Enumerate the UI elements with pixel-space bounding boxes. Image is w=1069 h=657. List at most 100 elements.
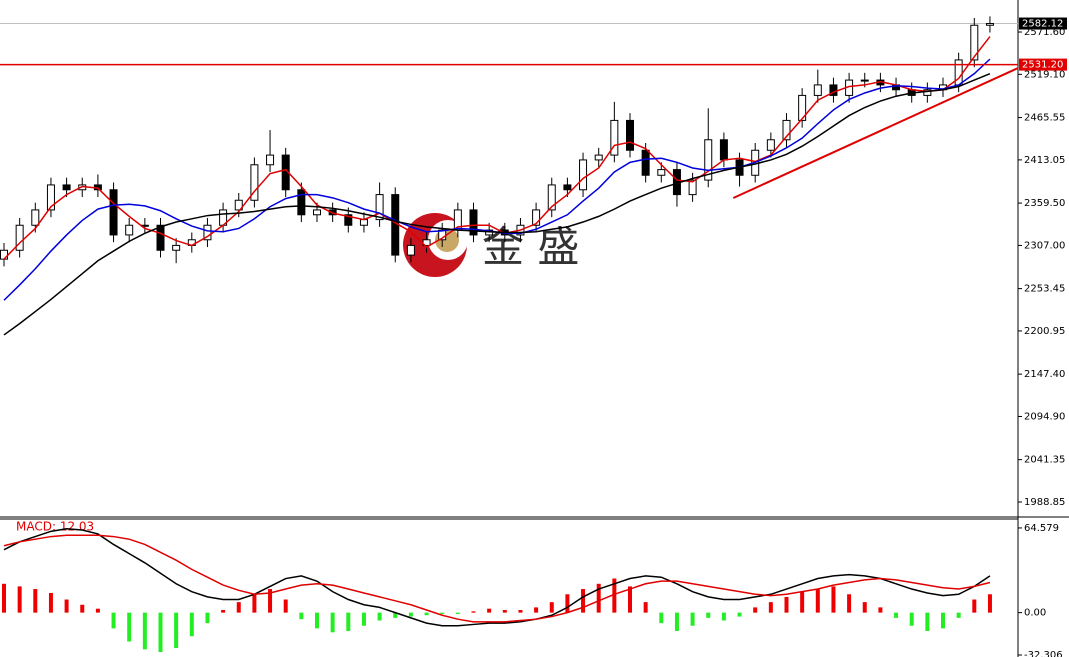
y-tick-label: 2147.40	[1024, 369, 1065, 380]
candle-body	[156, 224, 165, 251]
candle-body	[813, 84, 822, 96]
candle-body	[46, 184, 55, 211]
histogram-bar	[987, 594, 992, 613]
histogram-bar	[315, 612, 319, 629]
histogram-bar	[455, 612, 460, 614]
histogram-bar	[283, 599, 288, 613]
candle-body	[860, 79, 869, 82]
histogram-bar	[142, 612, 147, 650]
candle-body	[626, 119, 634, 151]
candle-body	[172, 244, 181, 251]
histogram-bar	[534, 607, 539, 613]
indicator-line	[3, 527, 991, 627]
histogram-bar	[127, 612, 132, 642]
histogram-bar	[753, 607, 758, 613]
indicator-line	[3, 72, 991, 336]
candle-body	[766, 139, 775, 151]
y-tick-label: 2307.00	[1024, 240, 1065, 251]
histogram-bar	[440, 612, 445, 614]
histogram-bar	[518, 610, 523, 613]
candle-body	[109, 189, 118, 236]
histogram-bar	[643, 602, 648, 613]
candle-body	[125, 224, 134, 236]
candle-body	[313, 209, 321, 216]
histogram-bar	[95, 608, 100, 613]
candle-body	[688, 179, 697, 196]
histogram-bar	[64, 599, 69, 613]
candle-body	[985, 23, 994, 26]
histogram-bar	[408, 612, 413, 617]
candle-body	[798, 94, 807, 121]
histogram-bar	[674, 612, 679, 631]
y-tick-label: 2465.55	[1024, 113, 1065, 124]
candle-body	[579, 159, 588, 191]
candle-body	[31, 209, 40, 226]
histogram-bar	[2, 583, 6, 613]
histogram-bar	[878, 607, 883, 613]
histogram-bar	[925, 612, 930, 631]
histogram-bar	[377, 612, 382, 621]
y-tick-label: 64.579	[1024, 523, 1059, 534]
last-price-label: 2582.12	[1022, 19, 1063, 30]
histogram-bar	[471, 611, 476, 613]
candle-body	[344, 214, 353, 226]
histogram-bar	[941, 612, 945, 629]
histogram-bar	[205, 612, 210, 624]
histogram-bar	[502, 610, 507, 613]
candle-body	[234, 199, 243, 211]
histogram-bar	[565, 594, 570, 613]
histogram-bar	[737, 612, 742, 617]
histogram-bar	[487, 608, 492, 613]
candle-body	[15, 224, 24, 251]
y-tick-label: -32.306	[1024, 650, 1063, 657]
candle-body	[266, 154, 275, 166]
y-tick-label: 2253.45	[1024, 284, 1065, 295]
histogram-bar	[862, 602, 867, 613]
last-price-box	[1019, 17, 1067, 30]
histogram-bar	[706, 612, 711, 618]
histogram-bar	[424, 612, 429, 616]
candle-body	[719, 139, 728, 161]
histogram-bar	[972, 599, 977, 613]
candle-body	[563, 184, 572, 191]
macd-label: MACD: 12.03	[16, 520, 94, 534]
y-tick-label: 2359.50	[1024, 198, 1065, 209]
histogram-bar	[690, 612, 695, 626]
histogram-bar	[330, 612, 335, 633]
candle-body	[532, 209, 541, 226]
indicator-line	[3, 534, 991, 623]
histogram-bar	[111, 612, 116, 629]
histogram-bar	[956, 612, 961, 618]
histogram-bar	[221, 610, 226, 613]
y-tick-label: 0.00	[1024, 608, 1046, 619]
trendline	[732, 67, 1019, 199]
histogram-bar	[721, 612, 726, 621]
histogram-bar	[581, 589, 586, 613]
histogram-bar	[393, 612, 398, 618]
candle-body	[923, 89, 932, 96]
histogram-bar	[174, 612, 179, 649]
y-tick-label: 2041.35	[1024, 455, 1065, 466]
candle-body	[469, 209, 478, 236]
candle-body	[297, 189, 306, 216]
candle-body	[594, 154, 603, 161]
histogram-bar	[80, 604, 85, 613]
y-tick-label: 2519.10	[1024, 69, 1065, 80]
candle-body	[704, 139, 713, 181]
histogram-bar	[596, 583, 601, 613]
y-tick-label: 2571.60	[1024, 27, 1065, 38]
candle-body	[782, 119, 791, 141]
level-box	[1019, 58, 1067, 71]
y-tick-label: 2094.90	[1024, 411, 1065, 422]
histogram-bar	[800, 591, 805, 613]
candle-body	[954, 59, 963, 86]
candle-body	[359, 219, 368, 226]
candle-body	[250, 164, 259, 201]
candle-body	[203, 224, 212, 241]
histogram-bar	[768, 602, 773, 613]
histogram-bar	[48, 592, 53, 613]
indicator-line	[3, 36, 991, 260]
